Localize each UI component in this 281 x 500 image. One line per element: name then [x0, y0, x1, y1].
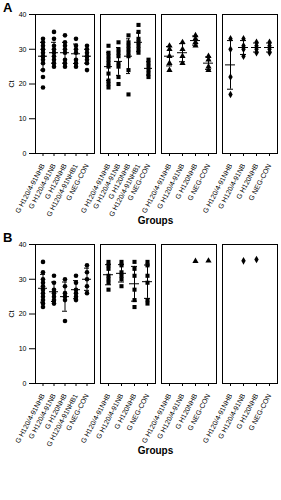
- svg-text:G H120/4-91NHB: G H120/4-91NHB: [201, 162, 234, 215]
- svg-text:G NEG-CON: G NEG-CON: [247, 163, 272, 202]
- svg-text:Ct: Ct: [8, 80, 15, 87]
- svg-text:G H120NHB: G H120NHB: [173, 392, 199, 431]
- svg-text:30: 30: [19, 45, 27, 52]
- svg-text:G H120/4-91NHB: G H120/4-91NHB: [201, 392, 234, 445]
- svg-text:20: 20: [19, 310, 27, 317]
- svg-text:G H120NHB: G H120NHB: [173, 162, 199, 201]
- svg-text:G H120/4-91NB: G H120/4-91NB: [94, 392, 125, 440]
- svg-text:G H120NHB: G H120NHB: [43, 162, 68, 201]
- svg-text:G H120NHB: G H120NHB: [106, 162, 132, 201]
- svg-text:30: 30: [19, 275, 27, 282]
- svg-text:0: 0: [23, 380, 27, 387]
- svg-text:G NEG-CON: G NEG-CON: [186, 163, 211, 202]
- svg-text:G NEG-CON: G NEG-CON: [247, 393, 272, 432]
- svg-text:G H120/4-91NHB: G H120/4-91NHB: [13, 392, 46, 445]
- svg-text:G H120/4-91NHB1: G H120/4-91NHB1: [107, 162, 142, 218]
- svg-text:G NEG-CON: G NEG-CON: [125, 393, 150, 432]
- svg-text:G NEG-CON: G NEG-CON: [186, 393, 211, 432]
- svg-text:G H120/4-91NHB: G H120/4-91NHB: [140, 162, 173, 215]
- html-text:Groups: Groups: [137, 445, 174, 456]
- svg-text:G H120/4-91NHB1: G H120/4-91NHB1: [45, 162, 79, 218]
- svg-text:40: 40: [19, 11, 27, 18]
- html-text:B: B: [3, 230, 13, 245]
- svg-text:G NEG-CON: G NEG-CON: [65, 393, 90, 432]
- svg-text:40: 40: [19, 241, 27, 248]
- svg-text:G H120/4-91NHB: G H120/4-91NHB: [79, 162, 112, 215]
- svg-text:Ct: Ct: [8, 310, 15, 317]
- svg-text:G H120/4-91NHB1: G H120/4-91NHB1: [45, 392, 79, 448]
- svg-text:G H120/4-91NB: G H120/4-91NB: [155, 392, 186, 440]
- svg-text:10: 10: [19, 115, 27, 122]
- svg-text:20: 20: [19, 80, 27, 87]
- svg-text:G H120/4-91NHB: G H120/4-91NHB: [140, 392, 173, 445]
- svg-text:G H120/4-91NB: G H120/4-91NB: [91, 162, 122, 210]
- svg-text:G H120/4-91NB: G H120/4-91NB: [27, 392, 57, 440]
- svg-text:G H120/4-91NB: G H120/4-91NB: [216, 392, 247, 440]
- svg-text:G H120/4-91NB: G H120/4-91NB: [216, 162, 247, 210]
- svg-text:0: 0: [23, 150, 27, 157]
- svg-text:G H120/4-91NB: G H120/4-91NB: [27, 162, 57, 210]
- svg-text:G H120NHB: G H120NHB: [112, 392, 138, 431]
- svg-text:G H120/4-91NHB: G H120/4-91NHB: [79, 392, 112, 445]
- svg-text:G NEG-CON: G NEG-CON: [65, 163, 90, 202]
- svg-text:G H120NHB: G H120NHB: [43, 392, 68, 431]
- svg-text:G H120NHB: G H120NHB: [234, 392, 260, 431]
- svg-text:10: 10: [19, 345, 27, 352]
- svg-text:G H120/4-91NB: G H120/4-91NB: [155, 162, 186, 210]
- svg-text:G H120NHB: G H120NHB: [234, 162, 260, 201]
- svg-text:G NEG-CON: G NEG-CON: [126, 162, 152, 202]
- html-text:A: A: [3, 0, 13, 15]
- svg-text:G H120/4-91NHB: G H120/4-91NHB: [13, 162, 46, 215]
- html-text:Groups: Groups: [137, 215, 174, 226]
